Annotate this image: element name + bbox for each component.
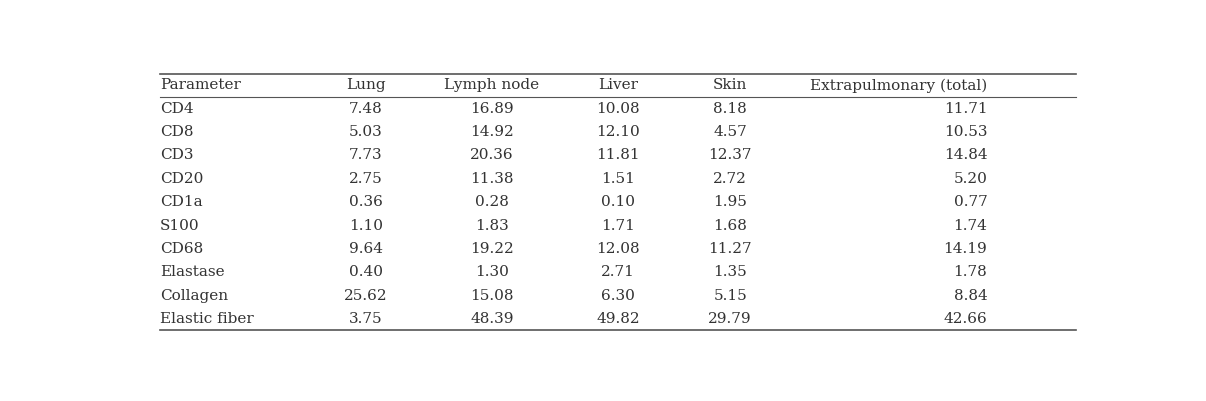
Text: Collagen: Collagen [160, 288, 228, 302]
Text: 0.40: 0.40 [349, 265, 382, 279]
Text: 16.89: 16.89 [470, 101, 514, 115]
Text: 8.18: 8.18 [714, 101, 747, 115]
Text: 1.95: 1.95 [713, 194, 748, 209]
Text: 8.84: 8.84 [954, 288, 988, 302]
Text: 1.10: 1.10 [349, 218, 382, 232]
Text: 10.53: 10.53 [944, 125, 988, 139]
Text: 48.39: 48.39 [470, 311, 514, 325]
Text: 49.82: 49.82 [596, 311, 640, 325]
Text: 7.48: 7.48 [349, 101, 382, 115]
Text: 0.77: 0.77 [954, 194, 988, 209]
Text: 14.92: 14.92 [470, 125, 514, 139]
Text: 1.74: 1.74 [954, 218, 988, 232]
Text: 1.78: 1.78 [954, 265, 988, 279]
Text: 0.28: 0.28 [475, 194, 509, 209]
Text: Elastic fiber: Elastic fiber [160, 311, 253, 325]
Text: CD4: CD4 [160, 101, 194, 115]
Text: 2.71: 2.71 [601, 265, 636, 279]
Text: Parameter: Parameter [160, 78, 241, 92]
Text: 2.72: 2.72 [713, 171, 748, 185]
Text: 20.36: 20.36 [470, 148, 514, 162]
Text: CD1a: CD1a [160, 194, 203, 209]
Text: 5.03: 5.03 [349, 125, 382, 139]
Text: 4.57: 4.57 [714, 125, 747, 139]
Text: CD3: CD3 [160, 148, 194, 162]
Text: Lymph node: Lymph node [444, 78, 539, 92]
Text: 12.08: 12.08 [596, 241, 640, 255]
Text: 11.38: 11.38 [470, 171, 514, 185]
Text: 7.73: 7.73 [349, 148, 382, 162]
Text: 5.20: 5.20 [954, 171, 988, 185]
Text: 1.30: 1.30 [475, 265, 509, 279]
Text: 0.36: 0.36 [349, 194, 382, 209]
Text: 12.10: 12.10 [596, 125, 640, 139]
Text: 25.62: 25.62 [344, 288, 387, 302]
Text: 1.68: 1.68 [713, 218, 748, 232]
Text: 1.51: 1.51 [601, 171, 636, 185]
Text: 1.83: 1.83 [475, 218, 509, 232]
Text: 9.64: 9.64 [349, 241, 382, 255]
Text: S100: S100 [160, 218, 200, 232]
Text: 11.81: 11.81 [596, 148, 640, 162]
Text: 2.75: 2.75 [349, 171, 382, 185]
Text: 11.71: 11.71 [943, 101, 988, 115]
Text: Skin: Skin [713, 78, 748, 92]
Text: Elastase: Elastase [160, 265, 224, 279]
Text: Extrapulmonary (total): Extrapulmonary (total) [810, 78, 988, 92]
Text: 14.84: 14.84 [943, 148, 988, 162]
Text: CD68: CD68 [160, 241, 204, 255]
Text: 1.71: 1.71 [601, 218, 636, 232]
Text: 14.19: 14.19 [943, 241, 988, 255]
Text: 5.15: 5.15 [714, 288, 747, 302]
Text: 0.10: 0.10 [601, 194, 636, 209]
Text: 10.08: 10.08 [596, 101, 640, 115]
Text: CD8: CD8 [160, 125, 194, 139]
Text: 3.75: 3.75 [349, 311, 382, 325]
Text: 1.35: 1.35 [714, 265, 747, 279]
Text: 29.79: 29.79 [708, 311, 753, 325]
Text: Liver: Liver [598, 78, 638, 92]
Text: 15.08: 15.08 [470, 288, 514, 302]
Text: CD20: CD20 [160, 171, 204, 185]
Text: 11.27: 11.27 [708, 241, 753, 255]
Text: 19.22: 19.22 [470, 241, 514, 255]
Text: 12.37: 12.37 [708, 148, 753, 162]
Text: 6.30: 6.30 [601, 288, 636, 302]
Text: Lung: Lung [346, 78, 386, 92]
Text: 42.66: 42.66 [943, 311, 988, 325]
